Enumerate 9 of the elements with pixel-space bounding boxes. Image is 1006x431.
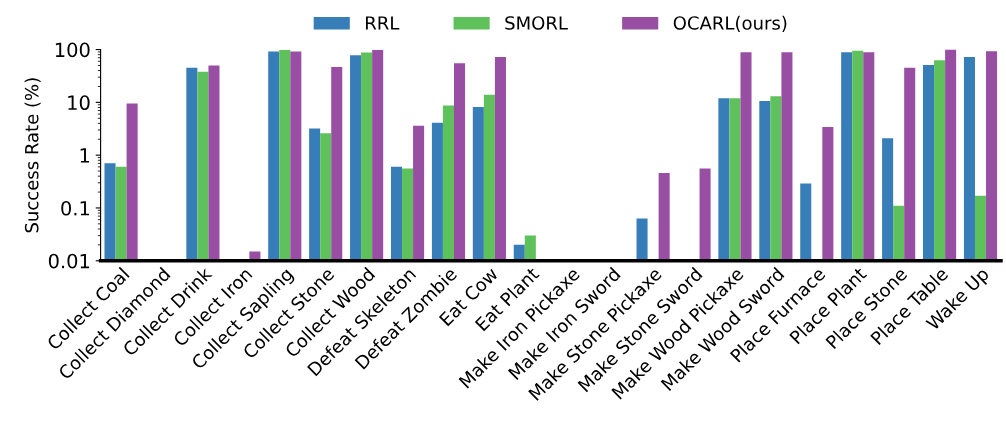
y-tick-label: 0.01 [48,253,90,269]
y-tick-label: 0.1 [61,200,90,216]
legend-label: RRL [366,16,400,30]
legend-label: OCARL(ours) [673,15,787,32]
y-tick-label: 1 [80,148,90,163]
y-tick-label: 100 [55,42,90,58]
legend-label: SMORL [505,16,568,30]
y-tick-label: 10 [68,95,90,111]
y-axis-title: Success Rate (%) [24,78,41,233]
